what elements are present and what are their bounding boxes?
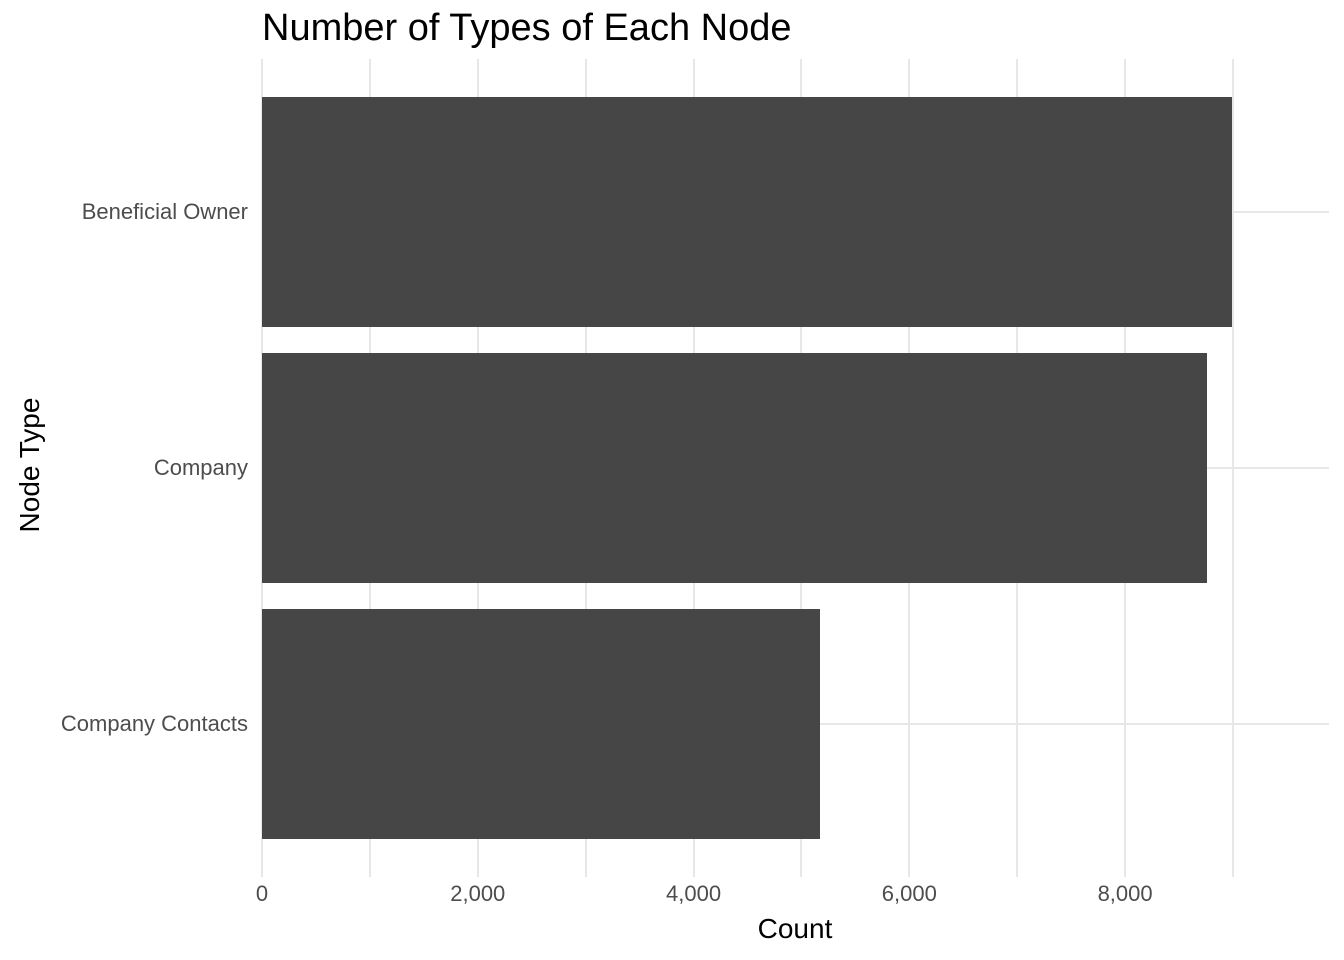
x-axis-title: Count <box>757 913 833 944</box>
y-tick-label-company: Company <box>153 455 248 480</box>
bar-beneficial-owner <box>262 97 1232 328</box>
plot-panel <box>261 59 1329 877</box>
bar-company <box>262 352 1208 584</box>
chart-title: Number of Types of Each Node <box>262 7 792 49</box>
x-tick-label-0: 0 <box>255 881 269 906</box>
x-tick-label-8000: 8,000 <box>1097 881 1153 906</box>
bar-company-contacts <box>262 608 820 839</box>
x-tick-label-2000: 2,000 <box>450 881 506 906</box>
y-tick-label-company-contacts: Company Contacts <box>60 710 248 736</box>
x-tick-label-4000: 4,000 <box>666 881 722 906</box>
y-tick-label-beneficial-owner: Beneficial Owner <box>81 199 248 225</box>
x-tick-label-6000: 6,000 <box>881 881 937 906</box>
